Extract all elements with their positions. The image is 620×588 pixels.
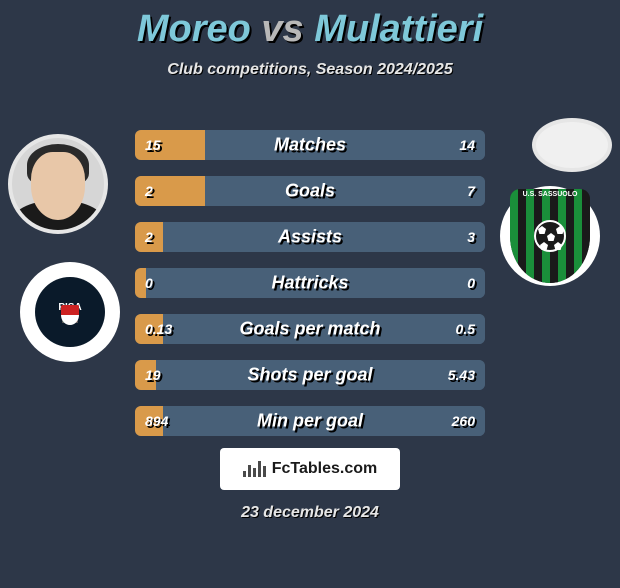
- pisa-badge-icon: PISA: [35, 277, 105, 347]
- player1-avatar: [8, 134, 108, 234]
- stat-value-right: 3: [467, 229, 475, 245]
- football-icon: [534, 220, 566, 252]
- sassuolo-badge-icon: U.S. SASSUOLO: [510, 189, 590, 283]
- stat-value-left: 19: [145, 367, 161, 383]
- stat-value-left: 2: [145, 183, 153, 199]
- stat-row: 0 0 Hattricks: [135, 268, 485, 298]
- footer-date: 23 december 2024: [241, 504, 379, 522]
- club2-name: U.S. SASSUOLO: [510, 191, 590, 198]
- stat-label: Min per goal: [257, 411, 363, 432]
- stat-label: Goals: [285, 181, 335, 202]
- subtitle: Club competitions, Season 2024/2025: [0, 61, 620, 79]
- bar-right-segment: [205, 176, 485, 206]
- page-title: Moreo vs Mulattieri: [0, 8, 620, 51]
- stat-value-right: 14: [459, 137, 475, 153]
- comparison-bars: 15 14 Matches 2 7 Goals 2 3 Assists 0 0 Hattricks 0.…: [135, 130, 485, 452]
- stat-value-left: 0.13: [145, 321, 172, 337]
- stat-label: Assists: [278, 227, 342, 248]
- stat-label: Shots per goal: [247, 365, 372, 386]
- stat-row: 15 14 Matches: [135, 130, 485, 160]
- shield-icon: [61, 305, 79, 325]
- stat-value-left: 894: [145, 413, 168, 429]
- stat-row: 2 7 Goals: [135, 176, 485, 206]
- stat-value-left: 15: [145, 137, 161, 153]
- stat-row: 2 3 Assists: [135, 222, 485, 252]
- stat-value-right: 260: [452, 413, 475, 429]
- brand-badge: FcTables.com: [220, 448, 400, 490]
- stat-value-left: 2: [145, 229, 153, 245]
- bar-left-segment: [135, 268, 146, 298]
- vs-label: vs: [261, 8, 303, 50]
- stat-value-left: 0: [145, 275, 153, 291]
- player2-avatar: [532, 118, 612, 172]
- brand-name: FcTables.com: [272, 460, 378, 478]
- player2-name: Mulattieri: [314, 8, 483, 50]
- player2-club-badge: U.S. SASSUOLO: [500, 186, 600, 286]
- stat-row: 894 260 Min per goal: [135, 406, 485, 436]
- stat-row: 19 5.43 Shots per goal: [135, 360, 485, 390]
- player1-name: Moreo: [137, 8, 251, 50]
- stat-value-right: 0: [467, 275, 475, 291]
- player1-club-badge: PISA: [20, 262, 120, 362]
- bar-chart-icon: [243, 461, 266, 477]
- stat-value-right: 7: [467, 183, 475, 199]
- stat-row: 0.13 0.5 Goals per match: [135, 314, 485, 344]
- stat-value-right: 0.5: [456, 321, 475, 337]
- stat-value-right: 5.43: [448, 367, 475, 383]
- stat-label: Hattricks: [271, 273, 348, 294]
- stat-label: Goals per match: [239, 319, 380, 340]
- stat-label: Matches: [274, 135, 346, 156]
